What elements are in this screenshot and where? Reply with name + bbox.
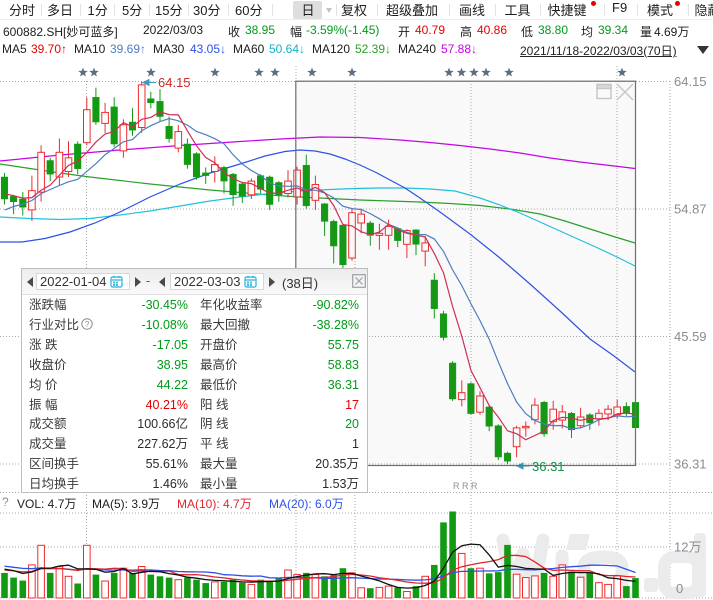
svg-text:?: ? <box>85 320 90 329</box>
svg-text:36.31: 36.31 <box>532 459 565 474</box>
svg-text:45.59: 45.59 <box>674 329 707 344</box>
svg-text:R: R <box>462 481 469 491</box>
svg-text:R: R <box>453 481 460 491</box>
svg-text:12万: 12万 <box>674 540 701 555</box>
svg-text:0: 0 <box>676 581 683 596</box>
svg-text:64.15: 64.15 <box>674 74 707 89</box>
svg-text:R: R <box>471 481 478 491</box>
svg-text:64.15: 64.15 <box>158 75 191 90</box>
svg-text:36.31: 36.31 <box>674 457 707 472</box>
svg-text:54.87: 54.87 <box>674 202 707 217</box>
